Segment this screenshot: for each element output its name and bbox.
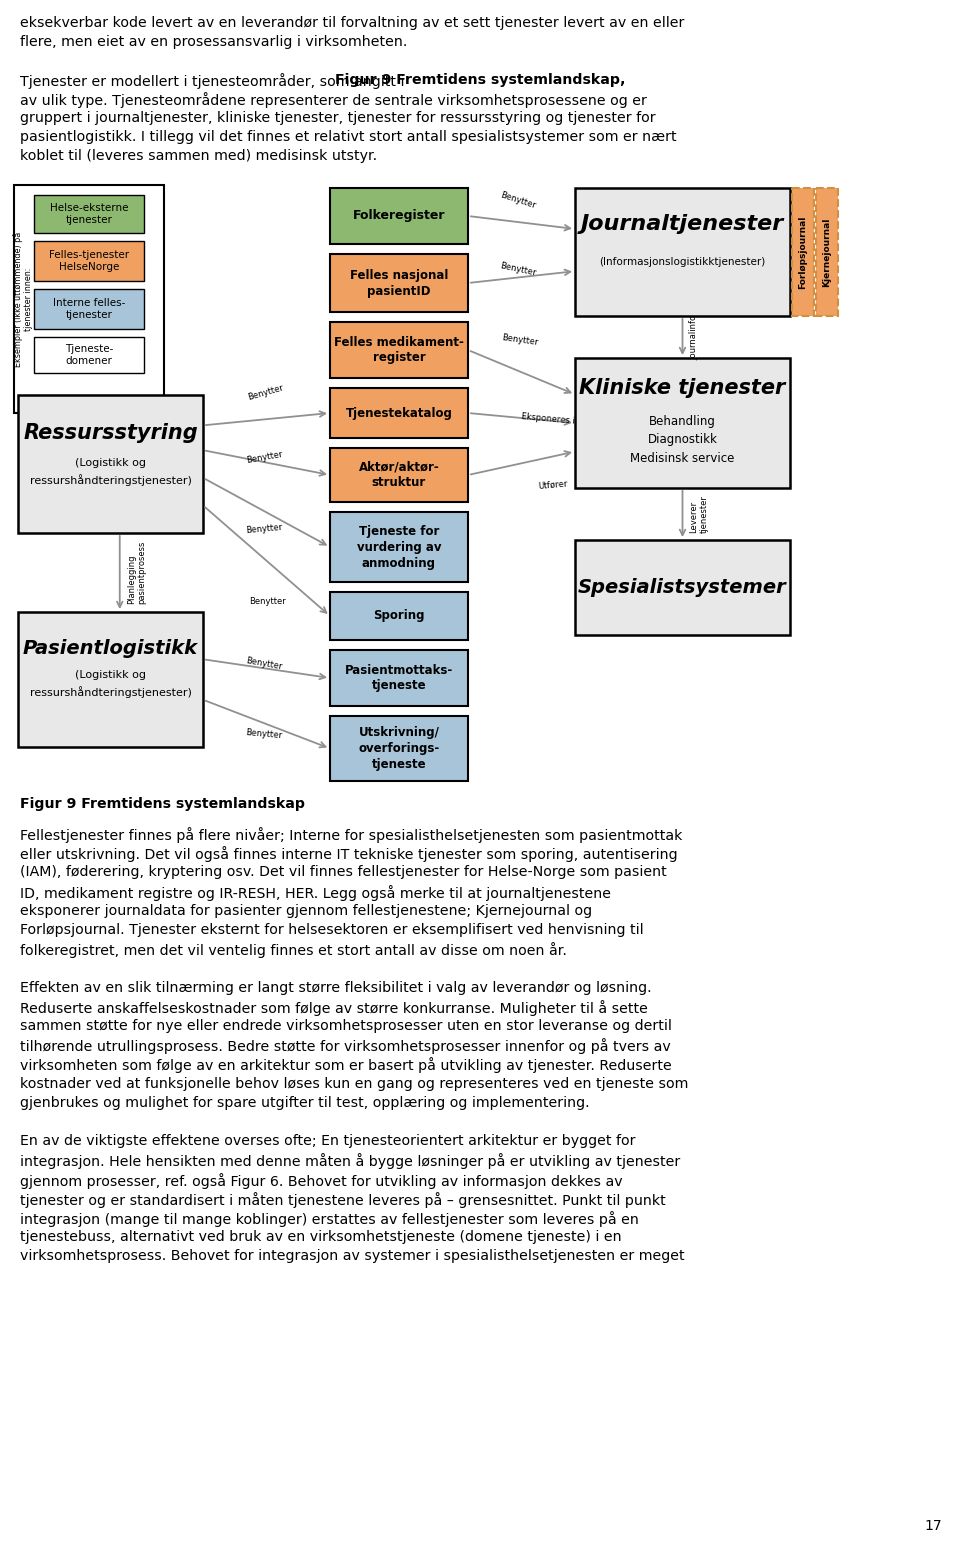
Text: ressurshåndteringstjenester): ressurshåndteringstjenester) bbox=[30, 686, 191, 698]
Text: integrasjon (mange til mange koblinger) erstattes av fellestjenester som leveres: integrasjon (mange til mange koblinger) … bbox=[20, 1211, 638, 1227]
Text: Tjenestekatalog: Tjenestekatalog bbox=[346, 406, 452, 419]
Text: Eksempler (ikke uttømmende) på
tjenester innen:: Eksempler (ikke uttømmende) på tjenester… bbox=[12, 231, 34, 366]
FancyBboxPatch shape bbox=[575, 358, 790, 489]
Text: Figur 9 Fremtidens systemlandskap: Figur 9 Fremtidens systemlandskap bbox=[20, 797, 305, 811]
FancyBboxPatch shape bbox=[34, 195, 144, 233]
FancyBboxPatch shape bbox=[816, 188, 838, 316]
Text: 17: 17 bbox=[924, 1518, 942, 1532]
Text: Benytter: Benytter bbox=[499, 261, 537, 278]
Text: gjennom prosesser, ref. også Figur 6. Behovet for utvikling av informasjon dekke: gjennom prosesser, ref. også Figur 6. Be… bbox=[20, 1173, 623, 1188]
FancyBboxPatch shape bbox=[330, 323, 468, 378]
Text: Sporing: Sporing bbox=[373, 610, 424, 622]
FancyBboxPatch shape bbox=[575, 540, 790, 634]
Text: Kjernejournal: Kjernejournal bbox=[823, 217, 831, 287]
Text: Benytter: Benytter bbox=[246, 523, 282, 535]
Text: Leverer
tjenester: Leverer tjenester bbox=[689, 495, 708, 534]
Text: integrasjon. Hele hensikten med denne måten å bygge løsninger på er utvikling av: integrasjon. Hele hensikten med denne må… bbox=[20, 1154, 681, 1169]
Text: Fellestjenester finnes på flere nivåer; Interne for spesialisthelsetjenesten som: Fellestjenester finnes på flere nivåer; … bbox=[20, 827, 683, 842]
Text: Spesialistsystemer: Spesialistsystemer bbox=[578, 579, 787, 597]
Text: tjenester og er standardisert i måten tjenestene leveres på – grensesnittet. Pun: tjenester og er standardisert i måten tj… bbox=[20, 1191, 665, 1208]
Text: Forløpsjournal. Tjenester eksternt for helsesektoren er eksemplifisert ved henvi: Forløpsjournal. Tjenester eksternt for h… bbox=[20, 923, 643, 937]
Text: Forløpsjournal: Forløpsjournal bbox=[799, 216, 807, 288]
Text: Kliniske tjenester: Kliniske tjenester bbox=[580, 378, 785, 399]
Text: flere, men eiet av en prosessansvarlig i virksomheten.: flere, men eiet av en prosessansvarlig i… bbox=[20, 36, 407, 50]
Text: Diagnostikk: Diagnostikk bbox=[648, 433, 717, 447]
Text: (IAM), føderering, kryptering osv. Det vil finnes fellestjenester for Helse-Norg: (IAM), føderering, kryptering osv. Det v… bbox=[20, 865, 667, 879]
Text: Tjeneste-
domener: Tjeneste- domener bbox=[65, 344, 113, 366]
Text: Figur 9 Fremtidens systemlandskap,: Figur 9 Fremtidens systemlandskap, bbox=[335, 73, 625, 87]
Text: Planlegging
pasientprosess: Planlegging pasientprosess bbox=[127, 541, 146, 605]
Text: Behandling: Behandling bbox=[649, 416, 716, 428]
FancyBboxPatch shape bbox=[330, 512, 468, 582]
Text: folkeregistret, men det vil ventelig finnes et stort antall av disse om noen år.: folkeregistret, men det vil ventelig fin… bbox=[20, 941, 566, 959]
Text: Benytter: Benytter bbox=[499, 191, 537, 209]
Text: Journalinfo: Journalinfo bbox=[689, 315, 699, 360]
Text: ID, medikament registre og IR-RESH, HER. Legg også merke til at journaltjenesten: ID, medikament registre og IR-RESH, HER.… bbox=[20, 884, 611, 901]
Text: Utfører: Utfører bbox=[538, 479, 568, 490]
FancyBboxPatch shape bbox=[330, 448, 468, 503]
Text: Reduserte anskaffelseskostnader som følge av større konkurranse. Muligheter til : Reduserte anskaffelseskostnader som følg… bbox=[20, 1000, 648, 1016]
Text: eller utskrivning. Det vil også finnes interne IT tekniske tjenester som sporing: eller utskrivning. Det vil også finnes i… bbox=[20, 847, 678, 862]
FancyBboxPatch shape bbox=[34, 288, 144, 329]
FancyBboxPatch shape bbox=[792, 188, 814, 316]
FancyBboxPatch shape bbox=[330, 717, 468, 782]
Text: av ulik type. Tjenesteområdene representerer de sentrale virksomhetsprosessene o: av ulik type. Tjenesteområdene represent… bbox=[20, 92, 647, 109]
Text: Folkeregister: Folkeregister bbox=[352, 209, 445, 222]
Text: Benytter: Benytter bbox=[245, 656, 283, 672]
Text: En av de viktigste effektene overses ofte; En tjenesteorientert arkitektur er by: En av de viktigste effektene overses oft… bbox=[20, 1134, 636, 1148]
FancyBboxPatch shape bbox=[330, 592, 468, 641]
FancyBboxPatch shape bbox=[575, 188, 790, 316]
Text: (Logistikk og: (Logistikk og bbox=[75, 670, 146, 679]
Text: Aktør/aktør-
struktur: Aktør/aktør- struktur bbox=[359, 461, 440, 490]
Text: (Informasjonslogistikktjenester): (Informasjonslogistikktjenester) bbox=[599, 257, 766, 267]
FancyBboxPatch shape bbox=[14, 185, 164, 413]
Text: Effekten av en slik tilnærming er langt større fleksibilitet i valg av leverandø: Effekten av en slik tilnærming er langt … bbox=[20, 980, 652, 994]
Text: koblet til (leveres sammen med) medisinsk utstyr.: koblet til (leveres sammen med) medisins… bbox=[20, 149, 377, 163]
Text: eksponerer journaldata for pasienter gjennom fellestjenestene; Kjernejournal og: eksponerer journaldata for pasienter gje… bbox=[20, 904, 592, 918]
Text: (Logistikk og: (Logistikk og bbox=[75, 458, 146, 468]
Text: Felles medikament-
register: Felles medikament- register bbox=[334, 335, 464, 364]
Text: Benytter: Benytter bbox=[245, 450, 283, 465]
Text: Journaltjenester: Journaltjenester bbox=[581, 214, 784, 234]
Text: Tjenester er modellert i tjenesteområder, som angitt i: Tjenester er modellert i tjenesteområder… bbox=[20, 73, 409, 88]
Text: gruppert i journaltjenester, kliniske tjenester, tjenester for ressursstyring og: gruppert i journaltjenester, kliniske tj… bbox=[20, 112, 656, 126]
Text: Medisinsk service: Medisinsk service bbox=[631, 451, 734, 464]
Text: virksomhetsprosess. Behovet for integrasjon av systemer i spesialisthelsetjenest: virksomhetsprosess. Behovet for integras… bbox=[20, 1250, 684, 1264]
Text: Ressursstyring: Ressursstyring bbox=[23, 423, 198, 444]
FancyBboxPatch shape bbox=[330, 188, 468, 244]
FancyBboxPatch shape bbox=[34, 240, 144, 281]
Text: virksomheten som følge av en arkitektur som er basert på utvikling av tjenester.: virksomheten som følge av en arkitektur … bbox=[20, 1058, 672, 1073]
FancyBboxPatch shape bbox=[18, 613, 203, 748]
Text: Benytter: Benytter bbox=[247, 383, 285, 402]
Text: Eksponeres i: Eksponeres i bbox=[521, 413, 575, 427]
Text: Utskrivning/
overforings-
tjeneste: Utskrivning/ overforings- tjeneste bbox=[358, 726, 440, 771]
Text: eksekverbar kode levert av en leverandør til forvaltning av et sett tjenester le: eksekverbar kode levert av en leverandør… bbox=[20, 16, 684, 29]
Text: Helse-eksterne
tjenester: Helse-eksterne tjenester bbox=[50, 203, 129, 225]
Text: Tjeneste for
vurdering av
anmodning: Tjeneste for vurdering av anmodning bbox=[357, 524, 442, 569]
FancyBboxPatch shape bbox=[330, 650, 468, 706]
Text: Pasientmottaks-
tjeneste: Pasientmottaks- tjeneste bbox=[345, 664, 453, 692]
Text: Benytter: Benytter bbox=[249, 597, 285, 606]
Text: gjenbrukes og mulighet for spare utgifter til test, opplæring og implementering.: gjenbrukes og mulighet for spare utgifte… bbox=[20, 1097, 589, 1111]
FancyBboxPatch shape bbox=[18, 396, 203, 534]
Text: sammen støtte for nye eller endrede virksomhetsprosesser uten en stor leveranse : sammen støtte for nye eller endrede virk… bbox=[20, 1019, 672, 1033]
Text: Benytter: Benytter bbox=[246, 729, 282, 740]
Text: pasientlogistikk. I tillegg vil det finnes et relativt stort antall spesialistsy: pasientlogistikk. I tillegg vil det finn… bbox=[20, 130, 677, 144]
Text: Pasientlogistikk: Pasientlogistikk bbox=[23, 639, 198, 658]
FancyBboxPatch shape bbox=[34, 337, 144, 372]
Text: Benytter: Benytter bbox=[501, 333, 539, 347]
FancyBboxPatch shape bbox=[330, 388, 468, 437]
Text: tjenestebuss, alternativt ved bruk av en virksomhetstjeneste (domene tjeneste) i: tjenestebuss, alternativt ved bruk av en… bbox=[20, 1230, 622, 1244]
Text: Felles nasjonal
pasientID: Felles nasjonal pasientID bbox=[349, 268, 448, 298]
Text: ressurshåndteringstjenester): ressurshåndteringstjenester) bbox=[30, 475, 191, 485]
FancyBboxPatch shape bbox=[330, 254, 468, 312]
Text: tilhørende utrullingsprosess. Bedre støtte for virksomhetsprosesser innenfor og : tilhørende utrullingsprosess. Bedre støt… bbox=[20, 1038, 671, 1055]
Text: Felles-tjenester
HelseNorge: Felles-tjenester HelseNorge bbox=[49, 250, 129, 271]
Text: Interne felles-
tjenester: Interne felles- tjenester bbox=[53, 298, 125, 320]
Text: kostnader ved at funksjonelle behov løses kun en gang og representeres ved en tj: kostnader ved at funksjonelle behov løse… bbox=[20, 1076, 688, 1090]
